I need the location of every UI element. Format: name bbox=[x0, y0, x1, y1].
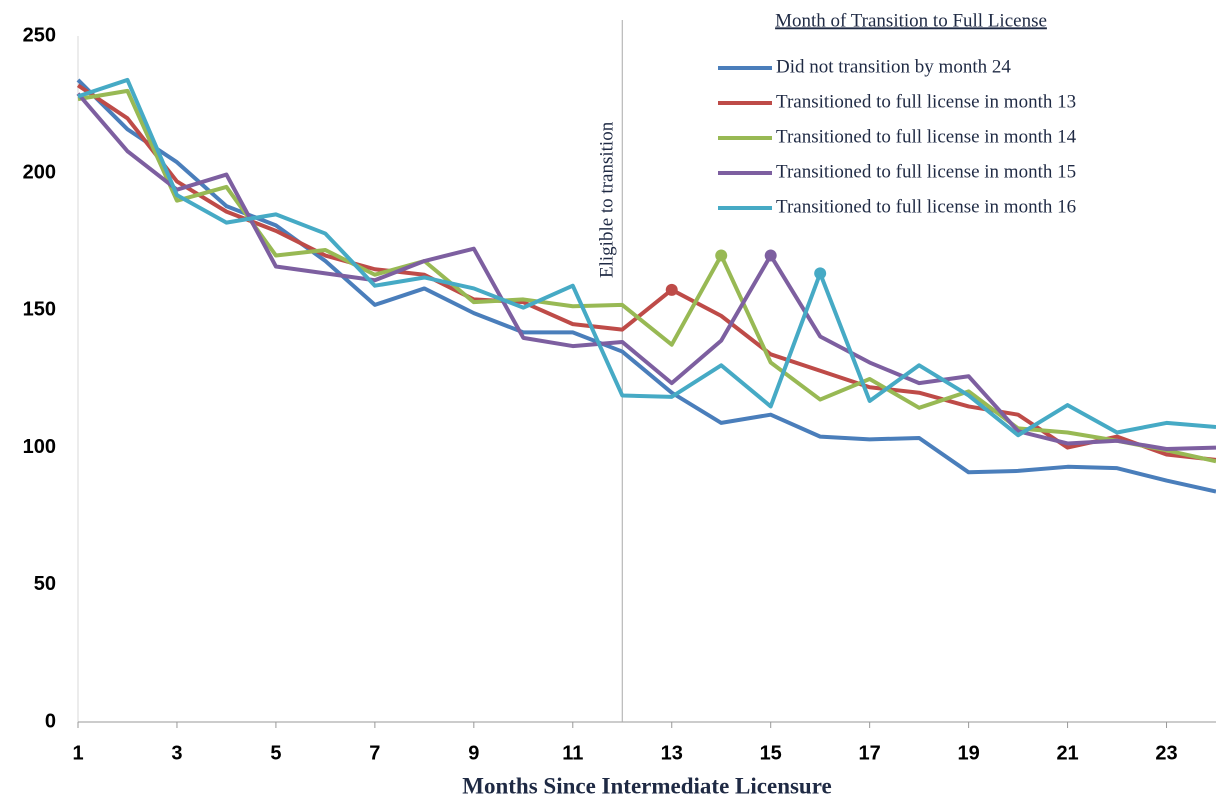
legend-title: Month of Transition to Full License bbox=[775, 10, 1047, 31]
series-line bbox=[76, 83, 1216, 462]
x-tick-label: 19 bbox=[957, 742, 979, 764]
highlight-marker bbox=[665, 283, 678, 296]
highlight-marker bbox=[764, 249, 777, 262]
x-tick-label: 15 bbox=[760, 742, 782, 764]
y-tick-label: 100 bbox=[23, 436, 56, 458]
legend-label: Transitioned to full license in month 14 bbox=[776, 126, 1077, 147]
x-tick-label: 7 bbox=[369, 742, 380, 764]
y-tick-label: 0 bbox=[45, 710, 56, 732]
x-tick-label: 3 bbox=[171, 742, 182, 764]
x-tick-label: 23 bbox=[1155, 742, 1177, 764]
legend-label: Transitioned to full license in month 16 bbox=[776, 196, 1076, 217]
y-tick-label: 150 bbox=[23, 299, 56, 321]
y-tick-label: 200 bbox=[23, 161, 56, 183]
series-line bbox=[76, 92, 1216, 451]
y-tick-label: 50 bbox=[34, 573, 56, 595]
x-tick-label: 1 bbox=[72, 742, 83, 764]
legend-label: Transitioned to full license in month 15 bbox=[776, 161, 1076, 182]
x-tick-label: 5 bbox=[270, 742, 281, 764]
x-axis-title: Months Since Intermediate Licensure bbox=[462, 773, 831, 798]
x-tick-label: 11 bbox=[562, 742, 583, 764]
x-tick-label: 17 bbox=[859, 742, 881, 764]
y-tick-label: 250 bbox=[23, 24, 56, 46]
legend-label: Did not transition by month 24 bbox=[776, 56, 1011, 77]
annotation-text: Eligible to transition bbox=[597, 121, 618, 278]
highlight-marker bbox=[814, 267, 827, 280]
highlight-marker bbox=[715, 249, 728, 262]
series-line bbox=[76, 78, 1216, 494]
legend-label: Transitioned to full license in month 13 bbox=[776, 91, 1076, 112]
series-line bbox=[77, 77, 1216, 438]
x-tick-label: 9 bbox=[468, 742, 479, 764]
x-tick-label: 21 bbox=[1056, 742, 1078, 764]
x-tick-label: 13 bbox=[661, 742, 683, 764]
